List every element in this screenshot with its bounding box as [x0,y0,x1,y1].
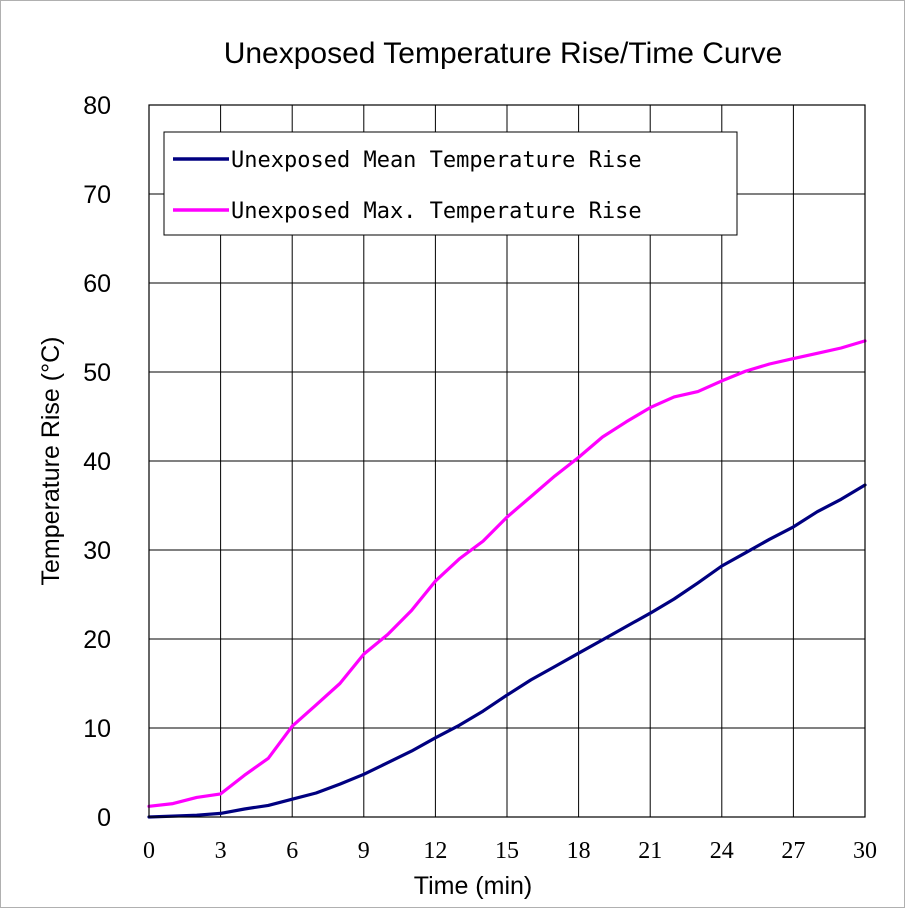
series-line-mean [147,483,867,819]
y-tick-labels: 0 10 20 30 40 50 60 70 80 [83,92,111,832]
series-lines [147,339,867,819]
plot-area-frame [148,104,866,818]
x-tick-label: 3 [215,838,227,864]
series-line-max [147,339,867,808]
x-tick-labels: 0 3 6 9 12 15 18 21 24 27 30 [143,838,877,864]
y-tick-label: 0 [97,804,111,832]
y-tick-label: 60 [83,270,111,298]
x-tick-label: 30 [853,838,877,864]
y-tick-label: 70 [83,181,111,209]
x-tick-label: 24 [710,838,734,864]
y-tick-label: 80 [83,92,111,120]
x-tick-label: 21 [638,838,662,864]
legend-label-max: Unexposed Max. Temperature Rise [231,199,642,224]
legend-label-mean: Unexposed Mean Temperature Rise [231,148,642,173]
x-tick-label: 0 [143,838,155,864]
y-tick-label: 40 [83,448,111,476]
legend-box [163,131,738,236]
y-tick-label: 10 [83,715,111,743]
chart-title: Unexposed Temperature Rise/Time Curve [224,37,783,70]
legend: Unexposed Mean Temperature Rise Unexpose… [163,131,738,236]
y-axis-title: Temperature Rise (°C) [37,337,65,586]
x-tick-label: 18 [567,838,591,864]
y-tick-label: 30 [83,537,111,565]
x-tick-label: 27 [781,838,805,864]
y-tick-label: 20 [83,626,111,654]
x-axis-title: Time (min) [414,872,533,900]
x-tick-label: 12 [423,838,447,864]
x-tick-label: 9 [358,838,370,864]
x-tick-label: 6 [286,838,298,864]
x-tick-label: 15 [495,838,519,864]
y-tick-label: 50 [83,359,111,387]
